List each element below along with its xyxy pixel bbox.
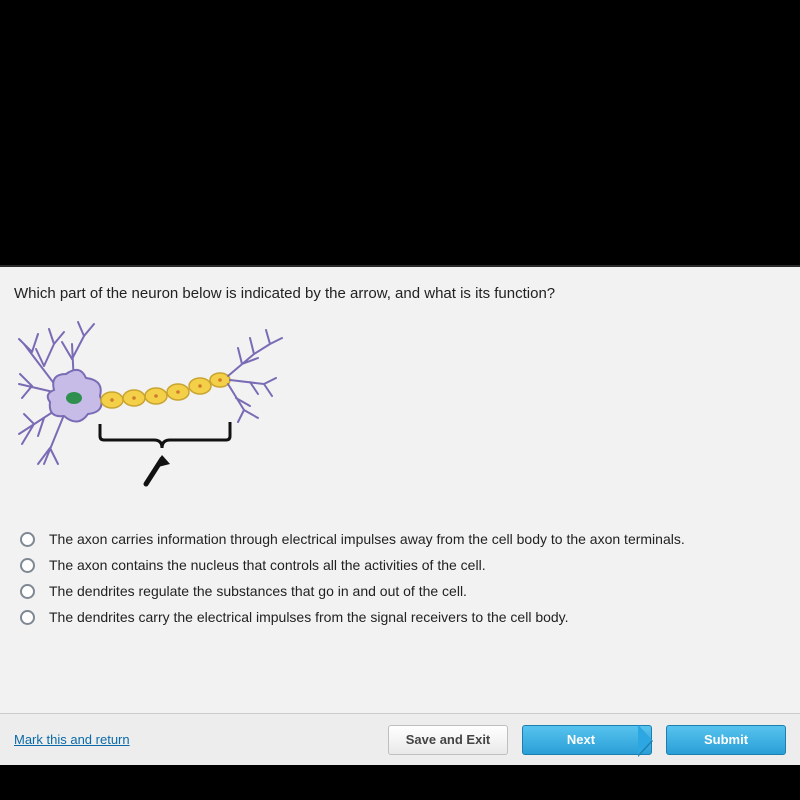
- answer-option-2[interactable]: The axon contains the nucleus that contr…: [20, 557, 786, 573]
- screen: Which part of the neuron below is indica…: [0, 0, 800, 800]
- neuron-diagram: [14, 314, 294, 509]
- answer-option-4[interactable]: The dendrites carry the electrical impul…: [20, 609, 786, 625]
- save-and-exit-button[interactable]: Save and Exit: [388, 725, 508, 755]
- submit-button[interactable]: Submit: [666, 725, 786, 755]
- question-text: Which part of the neuron below is indica…: [14, 285, 786, 302]
- option-label: The dendrites regulate the substances th…: [49, 583, 467, 599]
- bottom-bar: Mark this and return Save and Exit Next …: [0, 713, 800, 765]
- radio-icon[interactable]: [20, 584, 35, 599]
- radio-icon[interactable]: [20, 610, 35, 625]
- option-label: The axon contains the nucleus that contr…: [49, 557, 486, 573]
- next-button[interactable]: Next: [522, 725, 652, 755]
- radio-icon[interactable]: [20, 558, 35, 573]
- answer-option-1[interactable]: The axon carries information through ele…: [20, 531, 786, 547]
- mark-and-return-link[interactable]: Mark this and return: [14, 732, 130, 747]
- radio-icon[interactable]: [20, 532, 35, 547]
- option-label: The axon carries information through ele…: [49, 531, 685, 547]
- quiz-panel: Which part of the neuron below is indica…: [0, 265, 800, 765]
- answer-option-3[interactable]: The dendrites regulate the substances th…: [20, 583, 786, 599]
- option-label: The dendrites carry the electrical impul…: [49, 609, 569, 625]
- answer-options: The axon carries information through ele…: [14, 531, 786, 625]
